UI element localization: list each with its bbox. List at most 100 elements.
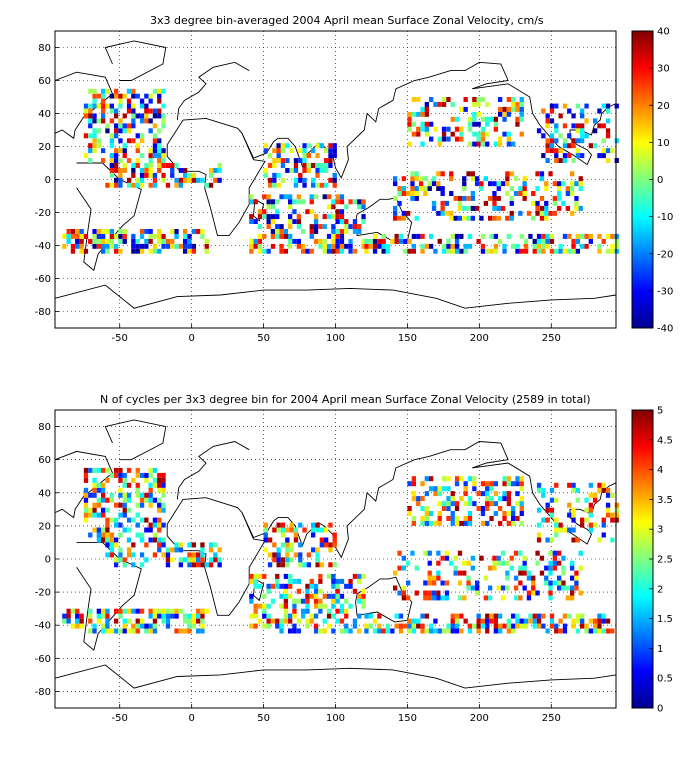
data-bin [532, 248, 537, 254]
data-bin [135, 618, 140, 624]
data-bin [292, 219, 297, 224]
data-bin [183, 628, 188, 634]
data-bin [276, 182, 281, 188]
data-bin [66, 618, 71, 624]
data-bin [344, 598, 349, 604]
data-bin [105, 467, 110, 473]
data-bin [558, 628, 563, 634]
data-bin [144, 108, 149, 114]
data-bin [459, 613, 464, 619]
data-bin [480, 131, 486, 137]
data-bin [288, 199, 293, 205]
data-bin [515, 613, 520, 619]
data-bin [483, 595, 488, 601]
data-bin [288, 593, 293, 599]
data-bin [401, 565, 406, 571]
data-bin [505, 215, 510, 221]
data-bin [352, 219, 358, 224]
data-bin [324, 537, 329, 543]
data-bin [523, 248, 529, 254]
data-bin [144, 168, 149, 173]
data-bin [488, 196, 493, 201]
y-tick-label: 80 [38, 43, 51, 54]
data-bin [75, 243, 80, 249]
data-bin [567, 233, 572, 239]
data-bin [200, 562, 205, 568]
data-bin [549, 238, 555, 244]
data-bin [322, 593, 327, 599]
data-bin [109, 542, 114, 548]
data-bin [502, 491, 507, 497]
data-bin [476, 136, 481, 142]
data-bin [331, 573, 336, 579]
data-bin [96, 527, 101, 533]
data-bin [152, 613, 158, 619]
data-bin [200, 557, 205, 563]
data-bin [135, 133, 140, 139]
data-bin [536, 482, 542, 488]
data-bin [257, 583, 263, 589]
data-bin [161, 477, 166, 483]
data-bin [463, 243, 468, 249]
data-bin [253, 243, 258, 249]
data-bin [253, 578, 258, 584]
data-bin [614, 517, 619, 523]
data-bin [157, 168, 162, 173]
data-bin [101, 532, 106, 538]
data-bin [79, 248, 84, 254]
data-bin [101, 158, 106, 163]
data-bin [450, 491, 455, 497]
data-bin [390, 238, 395, 244]
data-bin [580, 613, 585, 619]
data-bin [532, 238, 537, 244]
data-bin [148, 148, 153, 154]
data-bin [457, 215, 463, 221]
data-bin [410, 171, 415, 177]
data-bin [208, 542, 214, 548]
colorbar-tick-label: 2 [657, 584, 663, 595]
data-bin [126, 467, 132, 473]
data-bin [549, 133, 555, 139]
data-bin [440, 205, 445, 211]
data-bin [558, 618, 563, 624]
data-bin [280, 562, 286, 568]
data-bin [523, 618, 529, 624]
data-bin [105, 628, 110, 634]
data-bin [92, 93, 97, 99]
data-bin [441, 628, 447, 634]
data-bin [109, 492, 114, 498]
data-bin [301, 613, 306, 619]
data-bin [453, 196, 458, 201]
data-bin [424, 131, 429, 137]
data-bin [272, 552, 277, 558]
data-bin [593, 128, 598, 134]
data-bin [454, 623, 460, 629]
data-bin [407, 618, 412, 624]
data-bin [420, 506, 425, 511]
data-bin [275, 618, 280, 624]
data-bin [292, 578, 297, 584]
data-bin [118, 238, 123, 244]
data-bin [511, 623, 516, 629]
data-bin [536, 128, 542, 134]
data-bin [505, 171, 510, 177]
data-bin [152, 138, 158, 144]
data-bin [114, 562, 119, 568]
data-bin [114, 182, 119, 188]
data-bin [567, 502, 572, 508]
data-bin [536, 613, 542, 619]
data-bin [139, 103, 145, 109]
data-bin [170, 613, 175, 619]
data-bin [135, 482, 140, 488]
data-bin [580, 233, 585, 239]
data-bin [131, 542, 136, 548]
data-bin [75, 613, 80, 619]
data-bin [554, 148, 559, 154]
data-bin [139, 153, 145, 159]
data-bin [83, 108, 89, 114]
data-bin [191, 172, 196, 178]
data-bin [301, 248, 306, 254]
data-bin [196, 613, 201, 619]
data-bin [480, 511, 486, 516]
data-bin [502, 623, 507, 629]
